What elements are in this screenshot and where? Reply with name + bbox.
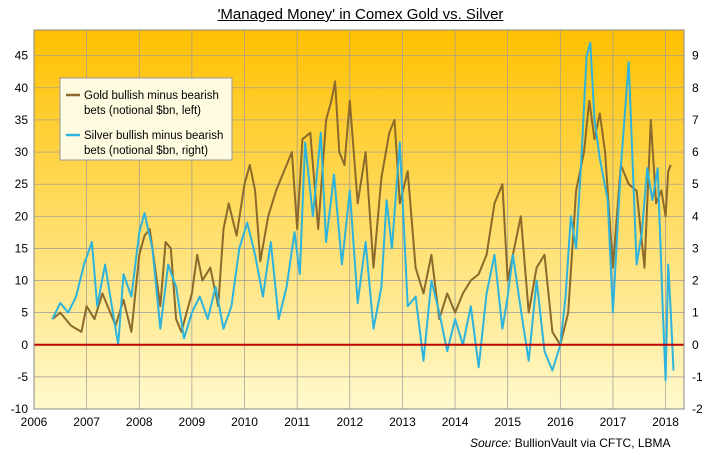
series-line-silver	[51, 41, 675, 382]
y-right-tick-label: 1	[692, 306, 699, 320]
y-right-tick-label: 5	[692, 177, 699, 191]
y-right-tick-label: 8	[692, 81, 699, 95]
y-right-tick-label: -2	[692, 402, 703, 416]
x-tick-label: 2006	[21, 415, 48, 429]
y-right-tick-label: 6	[692, 145, 699, 159]
y-right-tick-label: 0	[692, 338, 699, 352]
y-left-tick-label: -10	[11, 402, 29, 416]
y-right-tick-label: 9	[692, 49, 699, 63]
source-label: Source:	[470, 436, 512, 450]
y-left-tick-label: 20	[15, 209, 29, 223]
y-left-tick-label: -5	[17, 370, 28, 384]
chart-title: 'Managed Money' in Comex Gold vs. Silver	[217, 6, 504, 23]
y-right-tick-label: 3	[692, 241, 699, 255]
y-right-tick-label: 7	[692, 113, 699, 127]
x-tick-label: 2009	[179, 415, 206, 429]
y-left-tick-label: 30	[15, 145, 29, 159]
y-left-tick-label: 45	[15, 49, 29, 63]
y-left-tick-label: 35	[15, 113, 29, 127]
x-tick-label: 2011	[284, 415, 310, 429]
legend-label: bets (notional $bn, left)	[84, 105, 201, 117]
y-left-tick-label: 0	[21, 338, 28, 352]
legend-label: Silver bullish minus bearish	[84, 130, 223, 142]
x-tick-label: 2013	[389, 415, 416, 429]
x-tick-label: 2014	[442, 415, 469, 429]
legend-box	[59, 77, 233, 161]
y-right-tick-label: 4	[692, 209, 699, 223]
plot-frame	[33, 29, 685, 410]
x-tick-label: 2017	[600, 415, 627, 429]
y-right-tick-label: -1	[692, 370, 703, 384]
y-left-tick-label: 25	[15, 177, 29, 191]
y-left-tick-label: 10	[15, 274, 29, 288]
x-tick-label: 2015	[494, 415, 521, 429]
y-right-tick-label: 2	[692, 274, 699, 288]
y-left-tick-label: 5	[21, 306, 28, 320]
chart-source: Source: BullionVault via CFTC, LBMA	[470, 436, 671, 450]
x-tick-label: 2007	[73, 415, 100, 429]
y-left-tick-label: 40	[15, 81, 29, 95]
y-left-tick-label: 15	[15, 241, 29, 255]
x-tick-label: 2010	[231, 415, 258, 429]
x-tick-label: 2012	[336, 415, 363, 429]
x-tick-label: 2018	[652, 415, 679, 429]
source-text: BullionVault via CFTC, LBMA	[514, 436, 671, 450]
x-tick-label: 2016	[547, 415, 574, 429]
legend-label: bets (notional $bn, right)	[84, 145, 208, 157]
legend-label: Gold bullish minus bearish	[84, 90, 219, 102]
x-tick-label: 2008	[126, 415, 153, 429]
